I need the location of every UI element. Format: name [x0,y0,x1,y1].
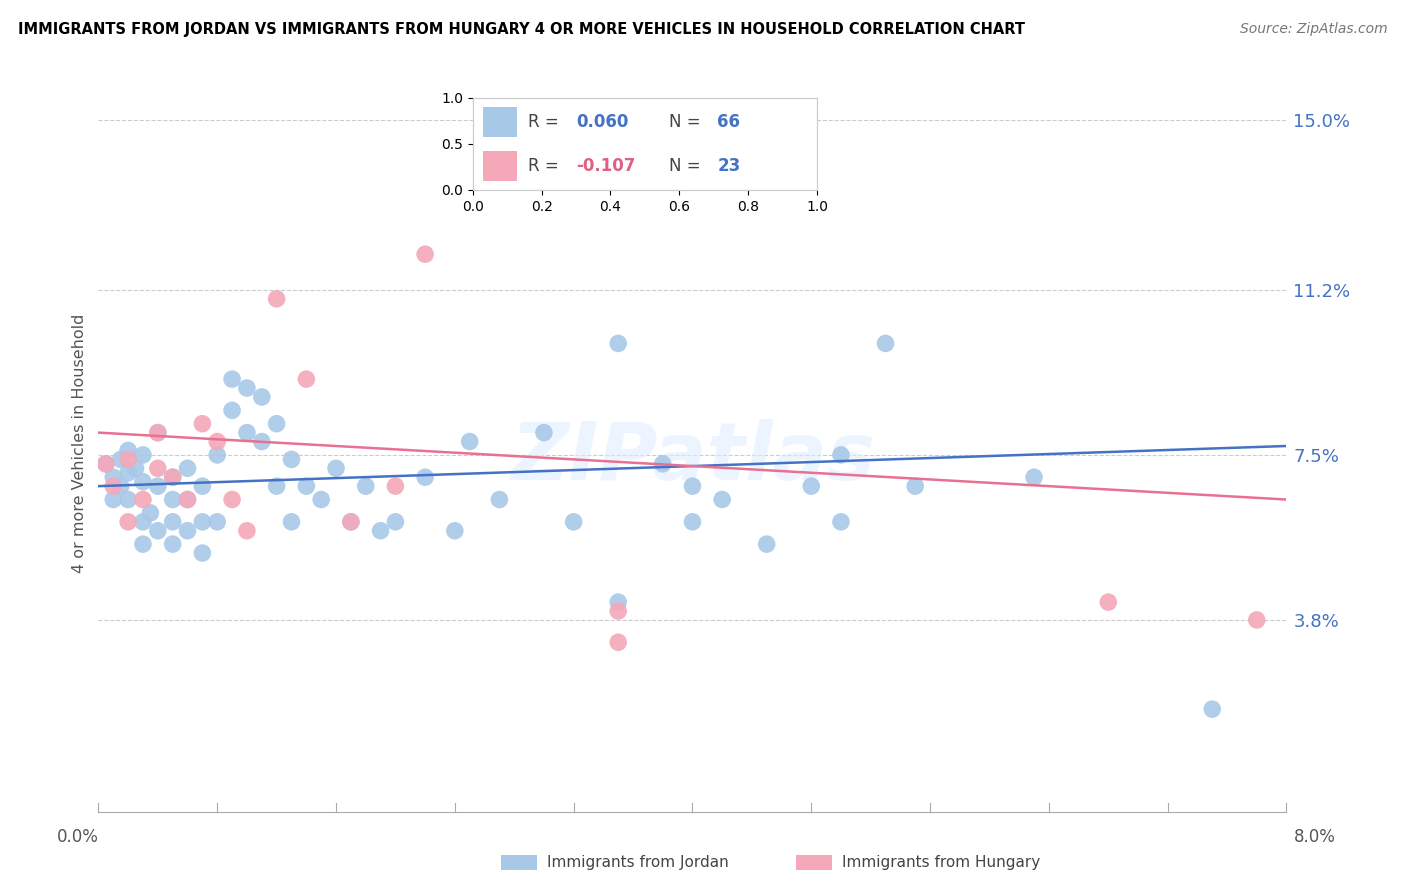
Point [132,475,155,489]
Text: Immigrants from Jordan: Immigrants from Jordan [547,855,728,870]
Point [191,546,214,560]
Text: 0.0%: 0.0% [56,829,98,847]
Point [800,479,823,493]
Point [176,492,198,507]
Y-axis label: 4 or more Vehicles in Household: 4 or more Vehicles in Household [72,314,87,574]
Point [176,492,198,507]
Point [681,515,703,529]
Point [266,417,288,431]
Point [124,461,146,475]
Point [533,425,555,440]
Point [110,479,132,493]
Point [117,466,139,480]
Point [146,425,169,440]
Text: 8.0%: 8.0% [1294,829,1336,847]
Text: Immigrants from Hungary: Immigrants from Hungary [842,855,1040,870]
Point [221,403,243,417]
Point [103,492,125,507]
Point [139,506,162,520]
Point [384,515,406,529]
Point [110,452,132,467]
Point [266,479,288,493]
Point [340,515,363,529]
Point [146,425,169,440]
Point [830,515,852,529]
Point [309,492,332,507]
Point [146,461,169,475]
Point [162,470,184,484]
Point [266,292,288,306]
Point [1246,613,1268,627]
Point [146,479,169,493]
Point [711,492,734,507]
Point [875,336,897,351]
Point [340,515,363,529]
Point [444,524,467,538]
Point [607,595,630,609]
Point [607,635,630,649]
Point [370,524,392,538]
Point [94,457,117,471]
Point [162,537,184,551]
Point [830,448,852,462]
Point [207,515,229,529]
Point [1097,595,1119,609]
Point [607,604,630,618]
Point [325,461,347,475]
Point [191,515,214,529]
Point [1201,702,1223,716]
Point [755,537,778,551]
Point [413,470,436,484]
Point [236,425,259,440]
Point [503,145,526,159]
Point [280,515,302,529]
Point [207,448,229,462]
Point [103,470,125,484]
Point [162,515,184,529]
Point [562,515,585,529]
Point [94,457,117,471]
Point [117,443,139,458]
Point [132,448,155,462]
Text: ZIPatlas: ZIPatlas [510,419,875,498]
Point [280,452,302,467]
Text: IMMIGRANTS FROM JORDAN VS IMMIGRANTS FROM HUNGARY 4 OR MORE VEHICLES IN HOUSEHOL: IMMIGRANTS FROM JORDAN VS IMMIGRANTS FRO… [18,22,1025,37]
Point [354,479,377,493]
Point [488,492,510,507]
Point [1022,470,1045,484]
Point [295,372,318,386]
Point [176,461,198,475]
Point [117,515,139,529]
Point [250,434,273,449]
FancyBboxPatch shape [501,855,537,871]
Point [207,434,229,449]
Point [681,479,703,493]
Point [236,381,259,395]
Point [146,524,169,538]
Point [384,479,406,493]
FancyBboxPatch shape [796,855,832,871]
Point [221,372,243,386]
Point [103,479,125,493]
Point [607,336,630,351]
Point [413,247,436,261]
Point [221,492,243,507]
Point [904,479,927,493]
Point [132,515,155,529]
Point [117,452,139,467]
Point [250,390,273,404]
Point [295,479,318,493]
Point [191,479,214,493]
Text: Source: ZipAtlas.com: Source: ZipAtlas.com [1240,22,1388,37]
Point [191,417,214,431]
Point [117,492,139,507]
Point [162,492,184,507]
Point [651,457,673,471]
Point [236,524,259,538]
Point [162,470,184,484]
Point [176,524,198,538]
Point [132,537,155,551]
Point [132,492,155,507]
Point [458,434,481,449]
